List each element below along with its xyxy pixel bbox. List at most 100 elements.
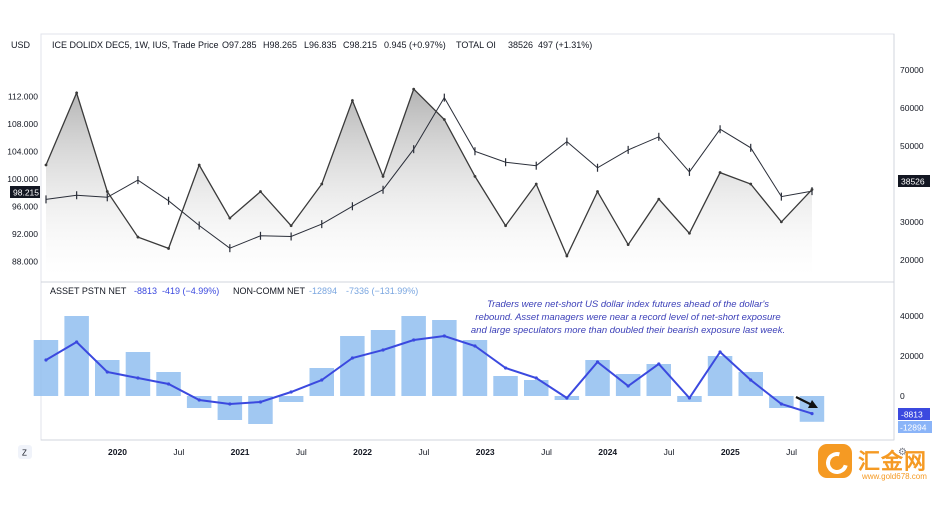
- open-interest-point: [504, 224, 507, 228]
- non-comm-net-bar: [585, 360, 610, 396]
- non-comm-net-bar: [33, 340, 59, 396]
- time-tick-label: Jul: [786, 447, 797, 457]
- non-comm-net-bar: [524, 380, 549, 396]
- time-tick-label: Jul: [541, 447, 552, 457]
- gold678-watermark: 汇金网 www.gold678.com: [818, 442, 936, 488]
- asset-pstn-net-point: [504, 366, 508, 370]
- open-interest-point: [718, 171, 722, 174]
- price-bars-series: [45, 93, 813, 253]
- open-interest-point: [105, 190, 109, 193]
- non-comm-net-bars-series: [33, 316, 825, 424]
- time-tick-label: 2025: [721, 447, 740, 457]
- open-interest-area-fill: [46, 89, 812, 275]
- open-interest-point: [657, 197, 661, 201]
- asset-pstn-net-point: [412, 338, 416, 342]
- price-tick-label: 88.000: [12, 256, 38, 266]
- settings-gear-icon[interactable]: ⚙: [898, 447, 907, 458]
- open-value: O97.285: [222, 40, 257, 50]
- watermark-url: www.gold678.com: [862, 472, 927, 481]
- open-interest-point: [259, 190, 262, 193]
- asset-pstn-net-point: [166, 382, 171, 386]
- non-comm-net-bar: [401, 316, 426, 396]
- open-interest-point: [749, 182, 753, 186]
- price-tick-label: 100.000: [7, 174, 38, 184]
- price-close-line: [45, 96, 813, 249]
- asset-pstn-net-point: [779, 402, 783, 406]
- price-tick-label: 104.000: [7, 146, 38, 156]
- open-interest-point: [626, 243, 630, 247]
- asset-pstn-net-point: [565, 396, 569, 400]
- asset-net-tag: -8813: [898, 408, 930, 420]
- open-interest-line: [45, 87, 813, 258]
- asset-pstn-net-point: [534, 376, 538, 380]
- non-comm-net-bar: [186, 396, 212, 408]
- oi-tick-label: 70000: [900, 65, 924, 75]
- asset-pstn-net-point: [473, 344, 477, 348]
- non-comm-net-bar: [707, 356, 733, 396]
- price-tick-label: 92.000: [12, 229, 38, 239]
- open-interest-line-series: [44, 87, 814, 258]
- noncomm-legend-label[interactable]: NON-COMM NET: [233, 286, 305, 296]
- open-interest-point: [534, 182, 538, 186]
- cot-tick-label: 20000: [900, 351, 924, 361]
- open-interest-point: [289, 224, 293, 228]
- asset-pstn-net-point: [687, 396, 692, 400]
- open-interest-point: [75, 91, 79, 95]
- non-comm-net-bar: [370, 330, 396, 396]
- noncomm-net-tag-text: -12894: [900, 423, 927, 433]
- change-value: 0.945 (+0.97%): [384, 40, 446, 50]
- gold678-logo-icon: [818, 444, 852, 478]
- non-comm-net-bar: [462, 340, 488, 396]
- cot-axis[interactable]: 40000 20000 0: [900, 311, 924, 401]
- asset-pstn-net-point: [718, 350, 722, 354]
- asset-pstn-net-point: [228, 402, 232, 406]
- time-tick-label: 2022: [353, 447, 372, 457]
- asset-pstn-net-point: [442, 334, 446, 338]
- last-price-tag-text: 98.215: [13, 188, 39, 198]
- open-interest-axis[interactable]: 700006000050000400003000020000: [900, 65, 924, 265]
- non-comm-net-bar: [309, 368, 334, 396]
- open-interest-point: [197, 163, 201, 167]
- oi-label[interactable]: TOTAL OI: [456, 40, 496, 50]
- timezone-button[interactable]: Z: [18, 445, 32, 459]
- asset-pstn-net-line: [45, 334, 813, 415]
- cot-tick-label: 40000: [900, 311, 924, 321]
- asset-pstn-net-point: [105, 370, 109, 374]
- currency-label: USD: [11, 40, 31, 50]
- open-interest-point: [44, 163, 48, 167]
- low-value: L96.835: [304, 40, 337, 50]
- open-interest-point: [412, 87, 416, 91]
- open-interest-point: [810, 188, 814, 191]
- high-value: H98.265: [263, 40, 297, 50]
- open-interest-point: [565, 254, 569, 258]
- asset-pstn-net-point: [289, 390, 293, 394]
- time-tick-label: 2020: [108, 447, 127, 457]
- last-oi-tag-text: 38526: [901, 177, 925, 187]
- annotation-arrowhead: [808, 400, 818, 408]
- oi-tick-label: 30000: [900, 217, 924, 227]
- open-interest-point: [442, 118, 446, 121]
- noncomm-net-tag: -12894: [898, 421, 932, 433]
- open-interest-point: [779, 220, 783, 224]
- symbol-title[interactable]: ICE DOLIDX DEC5, 1W, IUS, Trade Price: [52, 40, 219, 50]
- asset-pstn-net-point: [595, 360, 600, 364]
- open-interest-point: [473, 174, 477, 178]
- asset-pstn-net-point: [75, 340, 79, 344]
- time-tick-label: 2023: [476, 447, 495, 457]
- asset-legend-label[interactable]: ASSET PSTN NET: [50, 286, 127, 296]
- non-comm-net-bar: [64, 316, 89, 396]
- non-comm-net-bar: [217, 396, 243, 420]
- last-oi-tag: 38526: [898, 175, 930, 187]
- open-interest-point: [228, 216, 232, 220]
- non-comm-net-bar: [125, 352, 151, 396]
- time-tick-label: Jul: [664, 447, 675, 457]
- oi-tick-label: 20000: [900, 255, 924, 265]
- asset-pstn-net-point: [320, 378, 324, 382]
- open-interest-point: [351, 99, 354, 102]
- price-axis[interactable]: 112.000 108.000 104.000 100.000 98.215 96.000…: [7, 91, 38, 266]
- oi-change: 497 (+1.31%): [538, 40, 592, 50]
- open-interest-point: [381, 174, 385, 178]
- time-axis[interactable]: 2020 Jul 2021 Jul 2022 Jul 2023 Jul 2024 Jul 2025 J…: [108, 447, 797, 457]
